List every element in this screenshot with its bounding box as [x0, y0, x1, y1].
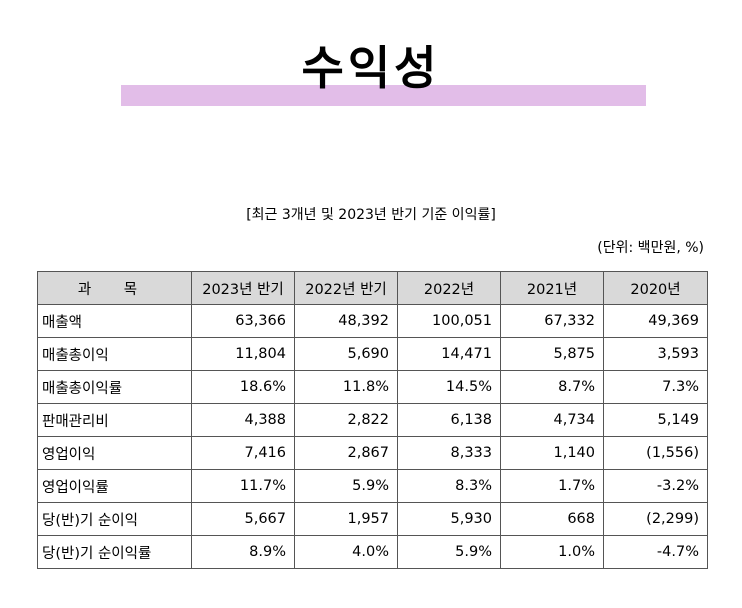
cell-value: -4.7% — [603, 535, 708, 569]
cell-value: 5,149 — [603, 403, 708, 437]
cell-value: -3.2% — [603, 469, 708, 503]
cell-value: 100,051 — [397, 304, 501, 338]
header-item: 과 목 — [37, 271, 192, 305]
table-row: 판매관리비 4,388 2,822 6,138 4,734 5,149 — [37, 403, 708, 437]
cell-value: 7,416 — [191, 436, 295, 470]
cell-value: 7.3% — [603, 370, 708, 404]
header-2023-half: 2023년 반기 — [191, 271, 295, 305]
cell-value: (2,299) — [603, 502, 708, 536]
cell-value: 2,822 — [294, 403, 398, 437]
cell-value: 4.0% — [294, 535, 398, 569]
table-header-row: 과 목 2023년 반기 2022년 반기 2022년 2021년 2020년 — [37, 271, 708, 305]
header-2020: 2020년 — [603, 271, 708, 305]
cell-value: 14,471 — [397, 337, 501, 371]
table-row: 영업이익률 11.7% 5.9% 8.3% 1.7% -3.2% — [37, 469, 708, 503]
row-label: 판매관리비 — [37, 403, 192, 437]
table-row: 매출총이익 11,804 5,690 14,471 5,875 3,593 — [37, 337, 708, 371]
cell-value: 1,140 — [500, 436, 604, 470]
profitability-table: 과 목 2023년 반기 2022년 반기 2022년 2021년 2020년 … — [37, 271, 708, 569]
cell-value: 6,138 — [397, 403, 501, 437]
cell-value: 3,593 — [603, 337, 708, 371]
header-2021: 2021년 — [500, 271, 604, 305]
cell-value: 5.9% — [397, 535, 501, 569]
row-label: 영업이익 — [37, 436, 192, 470]
cell-value: 8.9% — [191, 535, 295, 569]
table-caption: [최근 3개년 및 2023년 반기 기준 이익률] — [246, 207, 496, 223]
cell-value: 4,734 — [500, 403, 604, 437]
cell-value: 8.3% — [397, 469, 501, 503]
row-label: 당(반)기 순이익률 — [37, 535, 192, 569]
cell-value: 18.6% — [191, 370, 295, 404]
cell-value: 11.8% — [294, 370, 398, 404]
cell-value: 1,957 — [294, 502, 398, 536]
page-title: 수익성 — [301, 41, 441, 95]
cell-value: 5,690 — [294, 337, 398, 371]
cell-value: 668 — [500, 502, 604, 536]
row-label: 매출액 — [37, 304, 192, 338]
cell-value: 67,332 — [500, 304, 604, 338]
cell-value: 5,875 — [500, 337, 604, 371]
cell-value: 4,388 — [191, 403, 295, 437]
cell-value: (1,556) — [603, 436, 708, 470]
cell-value: 48,392 — [294, 304, 398, 338]
header-2022-half: 2022년 반기 — [294, 271, 398, 305]
cell-value: 2,867 — [294, 436, 398, 470]
table-row: 당(반)기 순이익률 8.9% 4.0% 5.9% 1.0% -4.7% — [37, 535, 708, 569]
title-highlight-band — [121, 85, 646, 106]
cell-value: 8.7% — [500, 370, 604, 404]
cell-value: 1.7% — [500, 469, 604, 503]
row-label: 당(반)기 순이익 — [37, 502, 192, 536]
table-row: 영업이익 7,416 2,867 8,333 1,140 (1,556) — [37, 436, 708, 470]
unit-note: (단위: 백만원, %) — [597, 240, 704, 256]
table-row: 매출총이익률 18.6% 11.8% 14.5% 8.7% 7.3% — [37, 370, 708, 404]
cell-value: 49,369 — [603, 304, 708, 338]
row-label: 매출총이익률 — [37, 370, 192, 404]
table-row: 매출액 63,366 48,392 100,051 67,332 49,369 — [37, 304, 708, 338]
cell-value: 11.7% — [191, 469, 295, 503]
cell-value: 1.0% — [500, 535, 604, 569]
cell-value: 5.9% — [294, 469, 398, 503]
cell-value: 5,930 — [397, 502, 501, 536]
cell-value: 5,667 — [191, 502, 295, 536]
row-label: 영업이익률 — [37, 469, 192, 503]
row-label: 매출총이익 — [37, 337, 192, 371]
cell-value: 8,333 — [397, 436, 501, 470]
table-row: 당(반)기 순이익 5,667 1,957 5,930 668 (2,299) — [37, 502, 708, 536]
cell-value: 63,366 — [191, 304, 295, 338]
cell-value: 11,804 — [191, 337, 295, 371]
header-2022: 2022년 — [397, 271, 501, 305]
cell-value: 14.5% — [397, 370, 501, 404]
